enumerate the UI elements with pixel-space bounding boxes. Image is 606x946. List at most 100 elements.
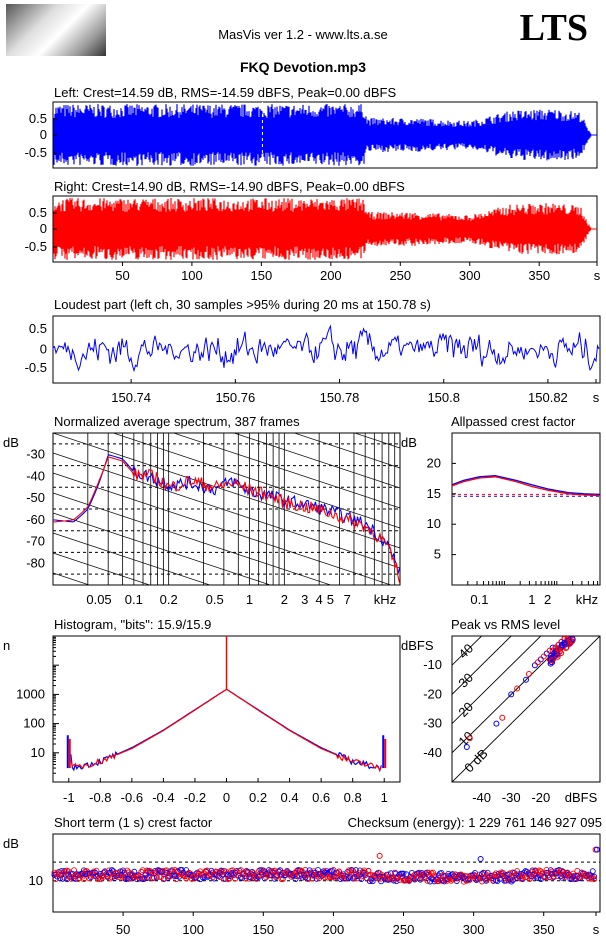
allpassed-crest-series: [451, 474, 601, 496]
loudest-part-ytick: 0: [40, 342, 47, 357]
short-term-crest-point: [345, 875, 352, 881]
lts-logo-image: [6, 4, 106, 56]
short-term-crest-point: [152, 867, 159, 874]
short-term-crest-xtick: 350: [533, 922, 555, 937]
peak-vs-rms-xtick: -20: [531, 790, 550, 805]
average-spectrum-slope: [53, 492, 332, 585]
average-spectrum-slope: [293, 433, 400, 469]
short-term-crest-point: [539, 870, 546, 877]
average-spectrum-xtick: 7: [344, 592, 351, 607]
short-term-crest-point: [535, 875, 542, 882]
average-spectrum-ytick: -80: [26, 555, 45, 570]
allpassed-crest-ytick: 20: [427, 455, 441, 470]
average-spectrum-slope: [53, 552, 151, 585]
short-term-crest-point: [491, 873, 498, 880]
peak-vs-rms-point: [556, 648, 563, 655]
average-spectrum-slope: [172, 433, 400, 509]
loudest-part-title: Loudest part (left ch, 30 samples >95% d…: [54, 297, 431, 312]
average-spectrum-xtick: 0.1: [125, 592, 143, 607]
peak-vs-rms-point: [514, 685, 521, 692]
peak-vs-rms-title: Peak vs RMS level: [451, 617, 560, 632]
short-term-crest-point: [228, 870, 235, 877]
histogram-ytick: 10: [31, 745, 45, 760]
histogram-xtick: -1: [63, 790, 75, 805]
peak-vs-rms-point: [534, 659, 541, 666]
short-term-crest-point: [383, 875, 390, 882]
histogram-xtick: 1: [381, 790, 388, 805]
short-term-crest-point: [249, 869, 256, 875]
average-spectrum-ylabel: dB: [3, 435, 19, 450]
short-term-crest-point: [435, 878, 442, 885]
short-term-crest-point: [163, 867, 170, 874]
peak-vs-rms-diagonal: [452, 636, 512, 695]
average-spectrum-slope: [53, 433, 400, 549]
average-spectrum-slope: [53, 313, 400, 428]
right-waveform-xtick: 300: [459, 268, 481, 283]
short-term-crest-point: [336, 868, 342, 875]
peak-vs-rms-point: [537, 656, 544, 663]
histogram-title: Histogram, "bits": 15.9/15.9: [54, 617, 211, 632]
short-term-crest-outlier: [594, 846, 600, 853]
histogram-xtick: -0.8: [89, 790, 111, 805]
peak-vs-rms-diagonals: [452, 636, 600, 782]
peak-vs-rms-point: [554, 653, 561, 660]
short-term-crest-point: [51, 869, 58, 876]
short-term-crest-point: [323, 867, 330, 874]
short-term-crest-annotation: Checksum (energy): 1 229 761 146 927 095: [348, 815, 602, 830]
histogram-ylabel: n: [3, 638, 10, 653]
loudest-part-xtick: 150.78: [320, 390, 360, 405]
histogram-series: [70, 688, 382, 772]
peak-vs-rms-point: [548, 652, 555, 659]
short-term-crest-point: [526, 876, 533, 883]
short-term-crest-point: [153, 874, 160, 881]
average-spectrum-xtick: 0.2: [160, 592, 178, 607]
peak-vs-rms-point: [569, 635, 576, 642]
peak-vs-rms-diagonal: [452, 636, 483, 666]
average-spectrum-xtick: 0.5: [206, 592, 224, 607]
right-waveform-ytick: 0.5: [29, 205, 47, 220]
peak-vs-rms-diagonal-label: 0 dB: [461, 746, 491, 776]
short-term-crest-point: [365, 867, 372, 874]
short-term-crest-point: [127, 875, 134, 882]
average-spectrum-ytick: -40: [26, 468, 45, 483]
histogram-xtick: -0.2: [184, 790, 206, 805]
short-term-crest-point: [312, 871, 319, 878]
peak-vs-rms-point: [555, 646, 562, 653]
average-spectrum-series: [53, 454, 400, 575]
average-spectrum-slope: [53, 472, 393, 585]
right-waveform-xtick: s: [594, 268, 601, 283]
peak-vs-rms-point: [540, 653, 547, 660]
short-term-crest-point: [291, 873, 298, 879]
short-term-crest-point: [547, 867, 554, 874]
average-spectrum-ytick: -30: [26, 447, 45, 462]
histogram-series: [70, 688, 382, 773]
peak-vs-rms-point: [499, 714, 506, 721]
short-term-crest-point: [410, 875, 417, 882]
average-spectrum-ytick: -50: [26, 490, 45, 505]
right-waveform-title: Right: Crest=14.90 dB, RMS=-14.90 dBFS, …: [54, 179, 405, 194]
brand-label: LTS: [519, 7, 588, 49]
short-term-crest-point: [309, 875, 316, 882]
peak-vs-rms-point: [463, 743, 470, 750]
short-term-crest-point: [208, 867, 215, 874]
short-term-crest-point: [362, 871, 369, 878]
short-term-crest-title: Short term (1 s) crest factor: [54, 815, 213, 830]
allpassed-crest-title: Allpassed crest factor: [451, 414, 576, 429]
short-term-crest-point: [94, 876, 101, 882]
average-spectrum-slope: [112, 433, 400, 529]
short-term-crest-point: [260, 867, 267, 874]
short-term-crest-point: [550, 874, 557, 881]
left-waveform-ytick: 0.5: [29, 111, 47, 126]
short-term-crest-point: [505, 877, 512, 884]
short-term-crest-point: [509, 877, 516, 884]
allpassed-crest-series: [451, 476, 601, 497]
short-term-crest-point: [302, 866, 309, 873]
peak-vs-rms-point: [466, 735, 473, 742]
average-spectrum-slope: [53, 512, 272, 585]
histogram-xtick: 0.6: [312, 790, 330, 805]
short-term-crest-point: [169, 867, 176, 874]
peak-vs-rms-point: [508, 691, 515, 698]
loudest-part-xtick: 150.76: [215, 390, 255, 405]
average-spectrum-xtick: kHz: [374, 592, 396, 607]
